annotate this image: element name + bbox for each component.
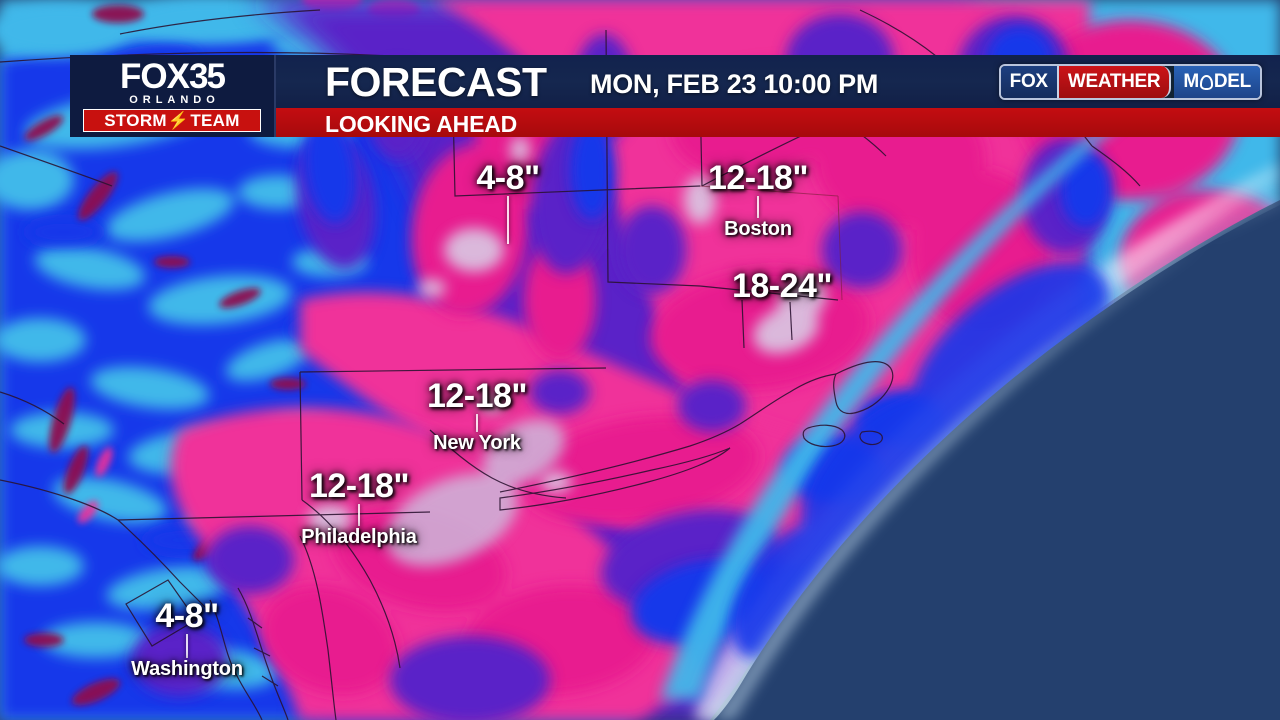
badge-segment-model: M DEL: [1174, 66, 1260, 98]
storm-team-badge: STORM⚡TEAM: [83, 109, 261, 132]
station-logo-fox: FOX: [120, 57, 190, 96]
storm-team-text: STORM⚡TEAM: [104, 111, 239, 130]
water-drop-icon: [1199, 74, 1213, 90]
badge-segment-weather: WEATHER: [1056, 66, 1172, 98]
station-logo-channel: 35: [189, 57, 226, 96]
station-market-label: ORLANDO: [129, 94, 220, 106]
lightning-bolt-icon: ⚡: [167, 111, 190, 130]
page-title: FORECAST: [325, 59, 547, 105]
station-logo-fox35: FOX35: [70, 57, 274, 96]
model-prefix: M: [1183, 71, 1199, 92]
model-suffix: DEL: [1213, 71, 1251, 92]
fox-weather-model-badge: FOX WEATHER M DEL: [998, 64, 1262, 100]
header-subtitle: LOOKING AHEAD: [325, 111, 518, 137]
station-logo-block: FOX35 ORLANDO STORM⚡TEAM: [70, 55, 276, 137]
team-word: TEAM: [190, 111, 240, 130]
forecast-datetime: MON, FEB 23 10:00 PM: [590, 69, 879, 99]
badge-segment-fox: FOX: [1000, 66, 1057, 98]
storm-word: STORM: [104, 111, 167, 130]
